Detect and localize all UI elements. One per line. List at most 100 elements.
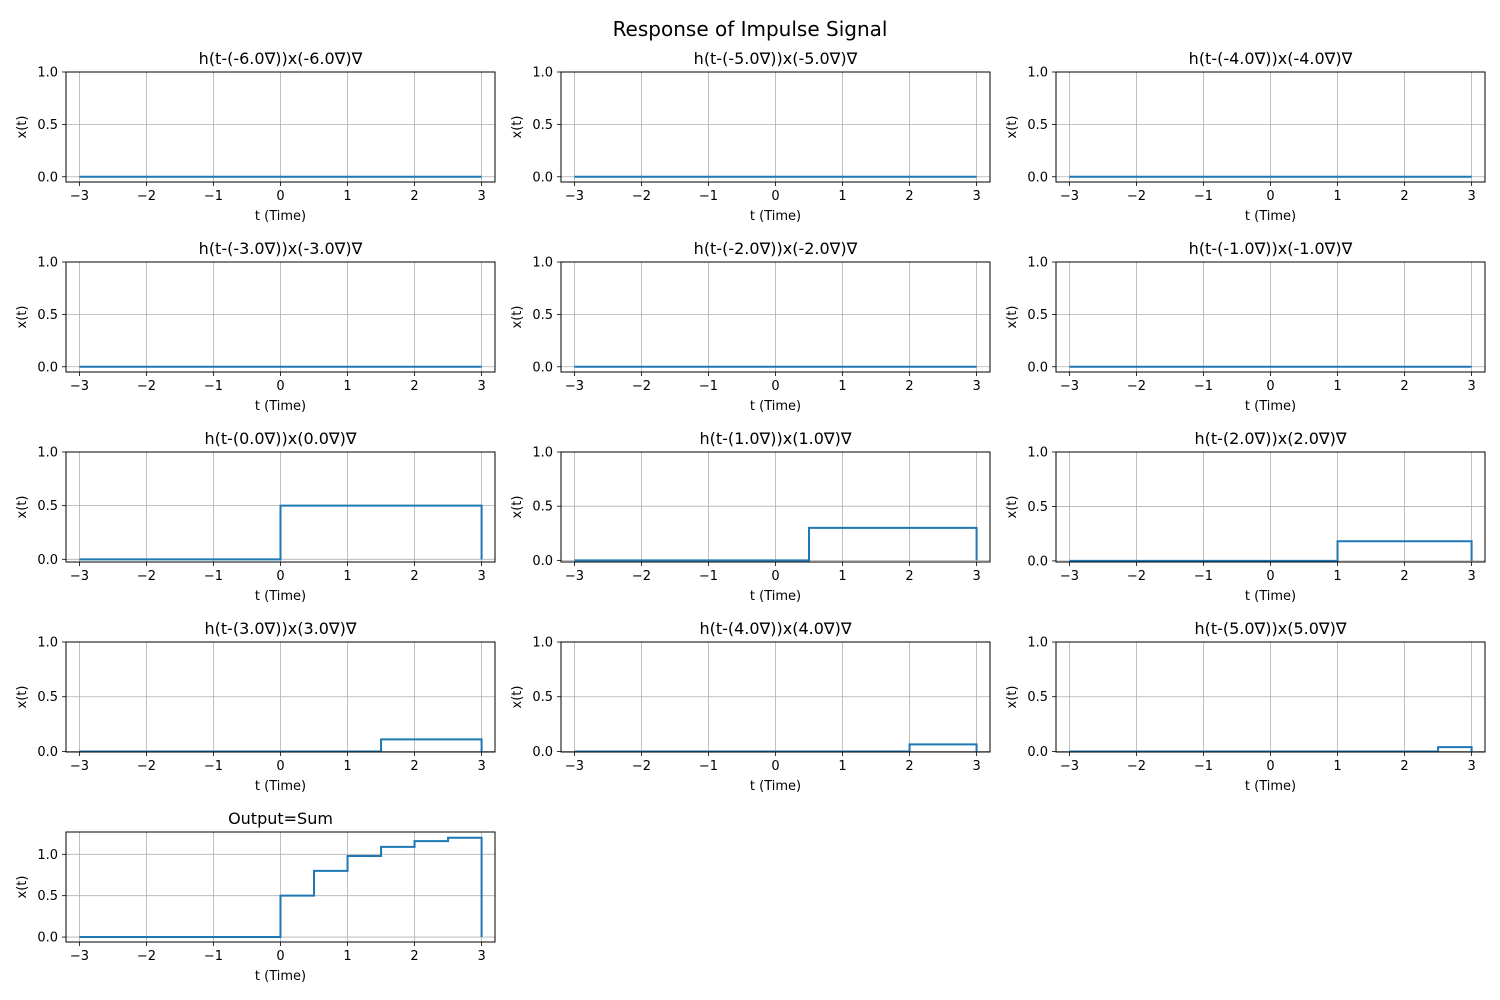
x-tick-label: −1 bbox=[699, 189, 718, 204]
x-axis-label: t (Time) bbox=[255, 589, 306, 604]
x-tick-label: −2 bbox=[1127, 759, 1146, 774]
subplot-title: h(t-(3.0∇))x(3.0∇)∇ bbox=[204, 619, 356, 638]
x-tick-label: −2 bbox=[632, 569, 651, 584]
x-tick-label: 3 bbox=[477, 949, 485, 964]
plot-frame bbox=[65, 451, 496, 563]
y-tick-label: 0.0 bbox=[37, 553, 58, 568]
x-tick-label: 1 bbox=[838, 569, 846, 584]
x-tick-label: 2 bbox=[410, 759, 418, 774]
x-tick-label: −2 bbox=[632, 759, 651, 774]
y-tick-label: 0.0 bbox=[532, 360, 553, 375]
x-axis-label: t (Time) bbox=[750, 779, 801, 794]
x-tick-label: 2 bbox=[1400, 569, 1408, 584]
x-tick-label: 2 bbox=[905, 189, 913, 204]
x-tick-label: −1 bbox=[1194, 379, 1213, 394]
x-tick-label: −1 bbox=[699, 759, 718, 774]
y-tick-label: 1.0 bbox=[37, 446, 58, 461]
x-tick-label: 0 bbox=[276, 379, 284, 394]
subplot-title: h(t-(-3.0∇))x(-3.0∇)∇ bbox=[199, 239, 363, 258]
subplot-title: h(t-(5.0∇))x(5.0∇)∇ bbox=[1194, 619, 1346, 638]
y-tick-label: 0.0 bbox=[1027, 170, 1048, 185]
x-axis-label: t (Time) bbox=[750, 589, 801, 604]
subplot-12: h(t-(5.0∇))x(5.0∇)∇ −3 −2 −1 0 1 2 3 0.0 0.5 1.0 t … bbox=[1005, 619, 1486, 794]
y-tick-label: 0.5 bbox=[532, 690, 553, 705]
x-tick-label: −3 bbox=[565, 759, 584, 774]
x-tick-label: 2 bbox=[410, 189, 418, 204]
x-tick-label: 0 bbox=[771, 569, 779, 584]
signal-line bbox=[1069, 746, 1473, 753]
x-tick-label: 1 bbox=[343, 949, 351, 964]
signal-line bbox=[574, 526, 978, 562]
x-tick-label: 1 bbox=[343, 189, 351, 204]
plot-frame bbox=[1055, 641, 1486, 753]
plot-frame bbox=[1055, 451, 1486, 563]
plot-frame bbox=[560, 71, 991, 183]
subplot-title: h(t-(-1.0∇))x(-1.0∇)∇ bbox=[1189, 239, 1353, 258]
x-tick-label: −3 bbox=[70, 949, 89, 964]
x-tick-label: 3 bbox=[972, 569, 980, 584]
plot-frame bbox=[560, 451, 991, 563]
x-tick-label: 0 bbox=[1266, 759, 1274, 774]
y-axis-label: x(t) bbox=[1005, 686, 1020, 709]
subplot-title: h(t-(-2.0∇))x(-2.0∇)∇ bbox=[694, 239, 858, 258]
subplot-title: Output=Sum bbox=[228, 809, 333, 828]
y-axis-label: x(t) bbox=[1005, 306, 1020, 329]
x-tick-label: 0 bbox=[276, 949, 284, 964]
x-tick-label: −3 bbox=[70, 189, 89, 204]
subplot-7: h(t-(0.0∇))x(0.0∇)∇ −3 −2 −1 0 1 2 3 0.0 0.5 1.0 t … bbox=[15, 429, 496, 604]
x-tick-label: −2 bbox=[137, 189, 156, 204]
x-tick-label: −2 bbox=[137, 949, 156, 964]
x-tick-label: 0 bbox=[771, 759, 779, 774]
x-tick-label: 2 bbox=[905, 569, 913, 584]
x-tick-label: 2 bbox=[1400, 379, 1408, 394]
y-axis-label: x(t) bbox=[510, 496, 525, 519]
y-tick-label: 0.5 bbox=[37, 690, 58, 705]
y-tick-label: 0.5 bbox=[37, 308, 58, 323]
signal-line bbox=[79, 738, 483, 753]
x-tick-label: 2 bbox=[410, 569, 418, 584]
y-tick-label: 1.0 bbox=[532, 256, 553, 271]
x-tick-label: −2 bbox=[1127, 569, 1146, 584]
x-tick-label: 1 bbox=[1333, 379, 1341, 394]
x-tick-label: 0 bbox=[1266, 379, 1274, 394]
x-tick-label: 1 bbox=[838, 189, 846, 204]
y-tick-label: 0.5 bbox=[1027, 308, 1048, 323]
x-axis-label: t (Time) bbox=[255, 779, 306, 794]
x-axis-label: t (Time) bbox=[255, 969, 306, 984]
y-tick-label: 0.5 bbox=[532, 308, 553, 323]
subplot-title: h(t-(-6.0∇))x(-6.0∇)∇ bbox=[199, 49, 363, 68]
y-tick-label: 1.0 bbox=[1027, 256, 1048, 271]
signal-line bbox=[1069, 540, 1473, 562]
y-tick-label: 1.0 bbox=[532, 446, 553, 461]
x-tick-label: 1 bbox=[343, 569, 351, 584]
subplot-9: h(t-(2.0∇))x(2.0∇)∇ −3 −2 −1 0 1 2 3 0.0 0.5 1.0 t … bbox=[1005, 429, 1486, 604]
subplot-title: h(t-(-4.0∇))x(-4.0∇)∇ bbox=[1189, 49, 1353, 68]
x-tick-label: −3 bbox=[565, 189, 584, 204]
x-tick-label: 3 bbox=[1467, 569, 1475, 584]
x-tick-label: −1 bbox=[204, 379, 223, 394]
y-axis-label: x(t) bbox=[15, 686, 30, 709]
x-tick-label: −3 bbox=[1060, 379, 1079, 394]
y-tick-label: 0.0 bbox=[1027, 745, 1048, 760]
y-tick-label: 0.5 bbox=[37, 499, 58, 514]
x-tick-label: 1 bbox=[343, 379, 351, 394]
x-tick-label: 2 bbox=[1400, 189, 1408, 204]
x-axis-label: t (Time) bbox=[1245, 779, 1296, 794]
y-tick-label: 0.0 bbox=[37, 360, 58, 375]
x-tick-label: −1 bbox=[204, 189, 223, 204]
figure-title: Response of Impulse Signal bbox=[613, 17, 888, 41]
x-tick-label: −2 bbox=[137, 759, 156, 774]
y-tick-label: 1.0 bbox=[1027, 636, 1048, 651]
y-axis-label: x(t) bbox=[15, 306, 30, 329]
plot-frame bbox=[1055, 71, 1486, 183]
signal-line bbox=[574, 743, 978, 753]
x-tick-label: −1 bbox=[1194, 759, 1213, 774]
y-tick-label: 0.0 bbox=[37, 931, 58, 946]
y-tick-label: 0.5 bbox=[37, 889, 58, 904]
plot-frame bbox=[560, 261, 991, 373]
y-axis-label: x(t) bbox=[15, 116, 30, 139]
y-tick-label: 0.5 bbox=[1027, 118, 1048, 133]
x-tick-label: −1 bbox=[204, 759, 223, 774]
subplot-4: h(t-(-3.0∇))x(-3.0∇)∇ −3 −2 −1 0 1 2 3 0.0 0.5 1.0… bbox=[15, 239, 496, 414]
